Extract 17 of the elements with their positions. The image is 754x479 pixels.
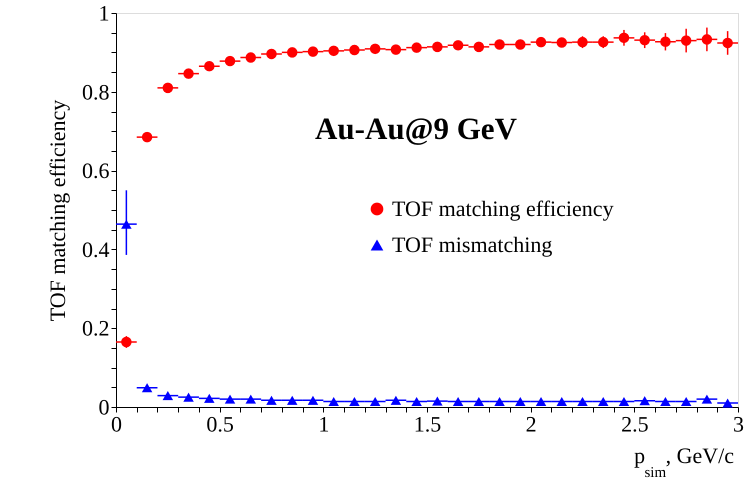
x-axis-title: psim, GeV/c: [634, 443, 734, 479]
annotation: Au-Au@9 GeV: [315, 111, 518, 146]
x-tick-label: 1.5: [414, 412, 442, 436]
y-tick-label: 0.6: [82, 158, 110, 184]
y-tick-label: 0.8: [82, 79, 110, 104]
y-tick-label: 1: [98, 0, 110, 26]
x-tick-label: 3: [733, 412, 744, 436]
x-tick-label: 1: [318, 412, 330, 436]
y-tick-label: 0: [98, 394, 110, 420]
x-tick-label: 0.5: [206, 412, 234, 436]
legend-label: TOF mismatching: [392, 232, 552, 257]
y-axis-title: TOF matching efficiency: [45, 100, 70, 322]
x-tick-label: 2: [526, 412, 537, 436]
y-tick-label: 0.4: [82, 236, 110, 262]
legend-label: TOF matching efficiency: [392, 196, 614, 221]
x-tick-label: 2.5: [621, 412, 649, 436]
y-tick-label: 0.2: [82, 316, 110, 341]
